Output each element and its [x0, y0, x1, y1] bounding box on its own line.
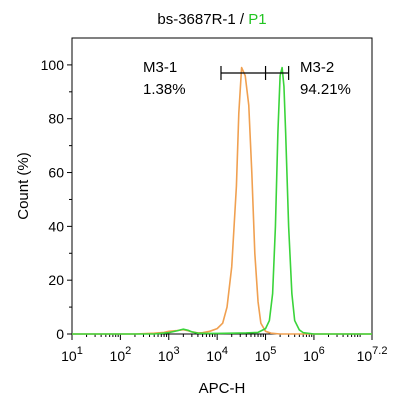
chart-title: bs-3687R-1 / P1 [157, 11, 266, 28]
y-tick-label: 20 [48, 272, 64, 288]
y-tick-label: 40 [48, 218, 64, 234]
x-tick-label: 104 [206, 345, 228, 364]
marker-2-value: 94.21% [300, 81, 351, 98]
x-tick-label: 106 [303, 345, 325, 364]
marker-2-label: M3-2 [300, 59, 334, 76]
y-tick-label: 0 [56, 326, 64, 342]
y-tick-label: 80 [48, 111, 64, 127]
x-tick-label: 105 [255, 345, 277, 364]
x-tick-label: 107.2 [357, 345, 388, 364]
chart-title-gate: P1 [248, 11, 266, 28]
y-axis-label: Count (%) [15, 152, 32, 220]
x-tick-label: 103 [158, 345, 180, 364]
series-line-1 [72, 66, 372, 335]
y-tick-label: 100 [41, 57, 65, 73]
marker-layer: M3-1 1.38% M3-2 94.21% [143, 59, 351, 98]
x-axis-label: APC-H [199, 380, 246, 397]
y-tick-label: 60 [48, 165, 64, 181]
x-tick-label: 101 [61, 345, 83, 364]
chart-title-sample: bs-3687R-1 / [157, 11, 248, 28]
x-axis: 101 102 103 104 105 106 107.2 [61, 334, 387, 364]
y-axis: 0 20 40 60 80 100 [41, 57, 72, 342]
series-layer [72, 66, 372, 335]
marker-1-value: 1.38% [143, 81, 186, 98]
series-line-2 [72, 66, 372, 335]
marker-1-label: M3-1 [143, 59, 177, 76]
x-tick-label: 102 [110, 345, 132, 364]
